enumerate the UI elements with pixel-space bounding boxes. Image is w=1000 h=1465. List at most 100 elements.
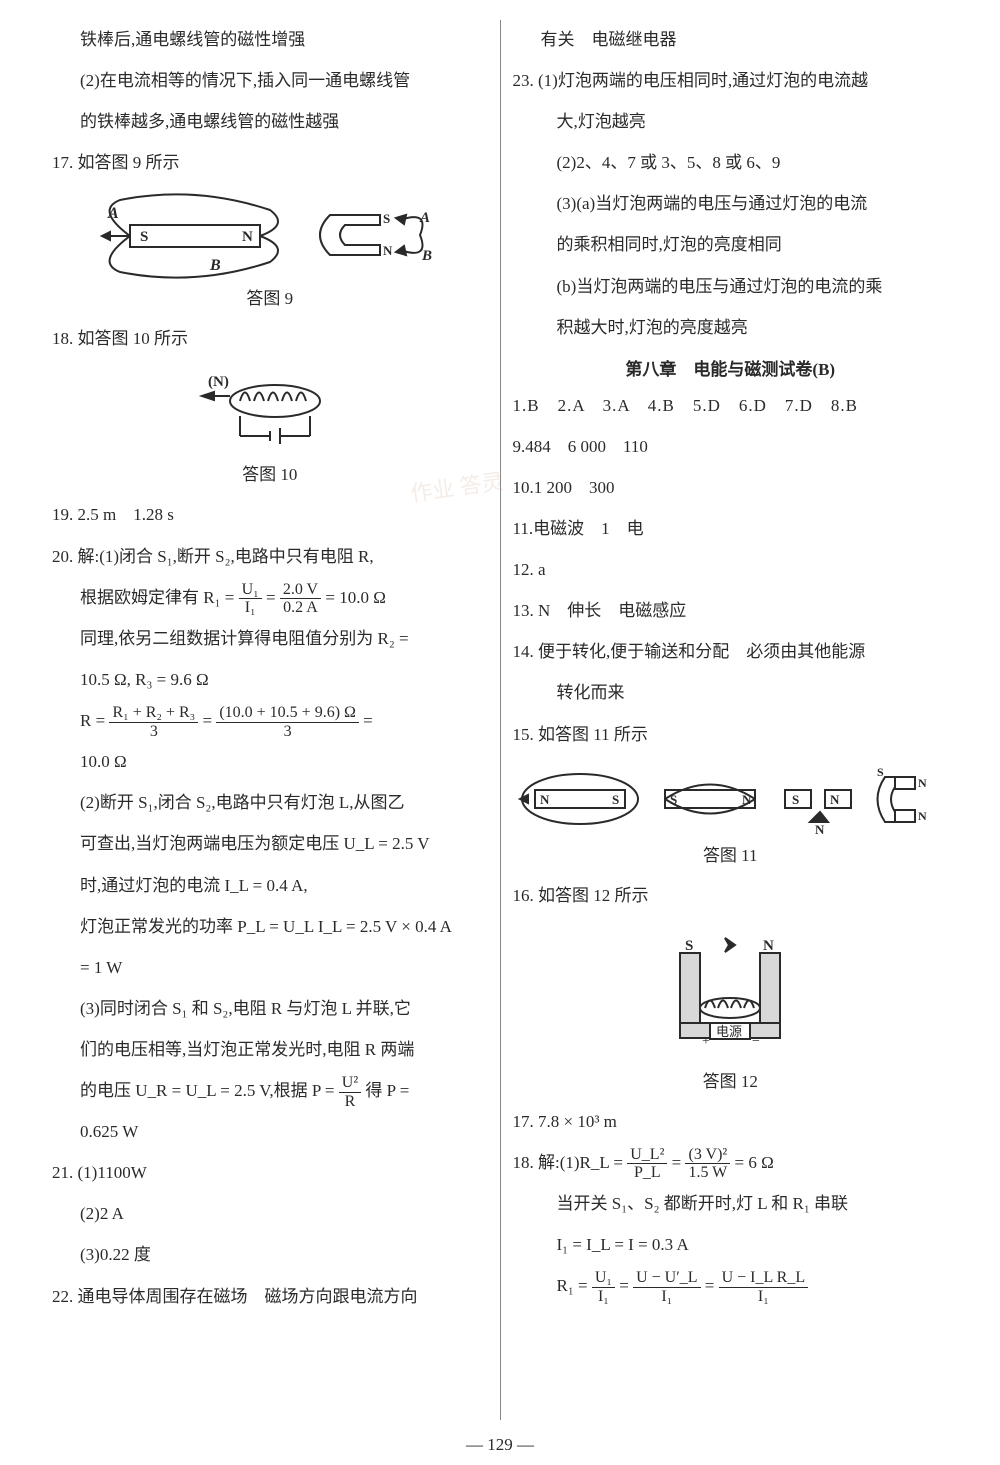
svg-text:S: S — [877, 765, 884, 779]
q20-line: 10.5 Ω, R₃ = 9.6 Ω — [52, 660, 488, 699]
q20-line: 根据欧姆定律有 R₁ = U₁I₁ = 2.0 V0.2 A = 10.0 Ω — [52, 578, 488, 617]
numerator: U_L² — [627, 1146, 667, 1165]
text-line: 的铁棒越多,通电螺线管的磁性越强 — [52, 102, 488, 141]
text-line: (2)在电流相等的情况下,插入同一通电螺线管 — [52, 61, 488, 100]
q18: 18. 如答图 10 所示 — [52, 319, 488, 358]
page-number: — 129 — — [0, 1435, 1000, 1455]
denominator: 0.2 A — [280, 599, 321, 617]
denominator: I₁ — [633, 1288, 700, 1306]
denominator: I₁ — [239, 599, 262, 617]
text: = — [266, 588, 280, 607]
numerator: (3 V)² — [685, 1146, 730, 1165]
left-column: 铁棒后,通电螺线管的磁性增强 (2)在电流相等的情况下,插入同一通电螺线管 的铁… — [40, 20, 501, 1420]
denominator: P_L — [627, 1164, 667, 1182]
fig12-caption: 答图 12 — [513, 1067, 949, 1092]
q20-line: 同理,依另二组数据计算得电阻值分别为 R₂ = — [52, 619, 488, 658]
q18-line: R₁ = U₁I₁ = U − U′_LI₁ = U − I_L R_LI₁ — [513, 1266, 949, 1305]
q17: 17. 如答图 9 所示 — [52, 143, 488, 182]
svg-text:S: S — [685, 938, 693, 954]
numerator: U² — [339, 1074, 361, 1093]
q20-line: 们的电压相等,当灯泡正常发光时,电阻 R 两端 — [52, 1030, 488, 1069]
q20-line: = 1 W — [52, 948, 488, 987]
q21-3: (3)0.22 度 — [52, 1235, 488, 1274]
fraction: U₁I₁ — [239, 581, 262, 617]
fraction: U − U′_LI₁ — [633, 1269, 700, 1305]
q21-1: 21. (1)1100W — [52, 1153, 488, 1192]
q11: 11.电磁波 1 电 — [513, 509, 949, 548]
figure-9: S N A B S N A B — [52, 190, 488, 280]
text: = — [619, 1276, 633, 1295]
svg-text:S: S — [140, 229, 148, 245]
denominator: 1.5 W — [685, 1164, 730, 1182]
q23-line: 积越大时,灯泡的亮度越亮 — [513, 308, 949, 347]
q9: 9.484 6 000 110 — [513, 427, 949, 466]
numerator: U − I_L R_L — [719, 1269, 809, 1288]
q15: 15. 如答图 11 所示 — [513, 715, 949, 754]
numerator: U − U′_L — [633, 1269, 700, 1288]
svg-text:A: A — [107, 205, 119, 222]
q23-line: (b)当灯泡两端的电压与通过灯泡的电流的乘 — [513, 267, 949, 306]
svg-text:S: S — [383, 211, 390, 226]
q20-line: 20. 解:(1)闭合 S₁,断开 S₂,电路中只有电阻 R, — [52, 537, 488, 576]
svg-text:N: N — [918, 776, 927, 790]
svg-text:−: − — [752, 1034, 760, 1049]
answers-1-8: 1.B 2.A 3.A 4.B 5.D 6.D 7.D 8.B — [513, 386, 949, 425]
fig11-caption: 答图 11 — [513, 841, 949, 866]
figure-10: (N) — [52, 366, 488, 456]
fraction: U_L²P_L — [627, 1146, 667, 1182]
text: 得 P = — [365, 1081, 409, 1100]
fig10-caption: 答图 10 — [52, 460, 488, 485]
right-column: 有关 电磁继电器 23. (1)灯泡两端的电压相同时,通过灯泡的电流越 大,灯泡… — [501, 20, 961, 1420]
q20-line: 灯泡正常发光的功率 P_L = U_L I_L = 2.5 V × 0.4 A — [52, 907, 488, 946]
numerator: R₁ + R₂ + R₃ — [109, 704, 198, 723]
numerator: 2.0 V — [280, 581, 321, 600]
fraction: (3 V)²1.5 W — [685, 1146, 730, 1182]
q12: 12. a — [513, 550, 949, 589]
svg-text:B: B — [209, 257, 221, 274]
q22-cont: 有关 电磁继电器 — [513, 20, 949, 59]
svg-text:B: B — [421, 248, 432, 264]
svg-text:S: S — [792, 792, 799, 807]
svg-text:(N): (N) — [208, 374, 229, 390]
svg-text:N: N — [815, 822, 825, 837]
fig9-caption: 答图 9 — [52, 284, 488, 309]
q23-line: 23. (1)灯泡两端的电压相同时,通过灯泡的电流越 — [513, 61, 949, 100]
svg-text:电源: 电源 — [716, 1024, 742, 1039]
q20-line: 10.0 Ω — [52, 742, 488, 781]
q23-line: (3)(a)当灯泡两端的电压与通过灯泡的电流 — [513, 184, 949, 223]
q10: 10.1 200 300 — [513, 468, 949, 507]
q20-line: 0.625 W — [52, 1112, 488, 1151]
q20-line: 可查出,当灯泡两端电压为额定电压 U_L = 2.5 V — [52, 824, 488, 863]
q23-line: 大,灯泡越亮 — [513, 102, 949, 141]
text: = — [672, 1153, 686, 1172]
text: = — [363, 711, 373, 730]
q20-line: (2)断开 S₁,闭合 S₂,电路中只有灯泡 L,从图乙 — [52, 783, 488, 822]
svg-text:N: N — [830, 792, 840, 807]
q20-line: R = R₁ + R₂ + R₃3 = (10.0 + 10.5 + 9.6) … — [52, 701, 488, 740]
fraction: U₁I₁ — [592, 1269, 615, 1305]
text: = — [705, 1276, 719, 1295]
fraction: U − I_L R_LI₁ — [719, 1269, 809, 1305]
figure-11: N S S N S N N — [513, 762, 949, 837]
denominator: I₁ — [719, 1288, 809, 1306]
denominator: 3 — [109, 723, 198, 741]
figure-12: S N 电源 + − — [513, 923, 949, 1063]
fraction: R₁ + R₂ + R₃3 — [109, 704, 198, 740]
text: 根据欧姆定律有 R₁ = — [80, 588, 239, 607]
svg-text:+: + — [702, 1034, 710, 1049]
q17b: 17. 7.8 × 10³ m — [513, 1102, 949, 1141]
q16: 16. 如答图 12 所示 — [513, 876, 949, 915]
q14b: 转化而来 — [513, 673, 949, 712]
q14a: 14. 便于转化,便于输送和分配 必须由其他能源 — [513, 632, 949, 671]
q18-line: 18. 解:(1)R_L = U_L²P_L = (3 V)²1.5 W = 6… — [513, 1143, 949, 1182]
q23-line: 的乘积相同时,灯泡的亮度相同 — [513, 225, 949, 264]
q20-line: 时,通过灯泡的电流 I_L = 0.4 A, — [52, 866, 488, 905]
numerator: U₁ — [239, 581, 262, 600]
denominator: 3 — [216, 723, 359, 741]
svg-text:S: S — [612, 792, 619, 807]
fraction: (10.0 + 10.5 + 9.6) Ω3 — [216, 704, 359, 740]
text: 20. 解:(1)闭合 S₁,断开 S₂,电路中只有电阻 R, — [52, 547, 374, 566]
svg-text:N: N — [918, 809, 927, 823]
section-title: 第八章 电能与磁测试卷(B) — [513, 355, 949, 380]
svg-text:N: N — [242, 229, 253, 245]
